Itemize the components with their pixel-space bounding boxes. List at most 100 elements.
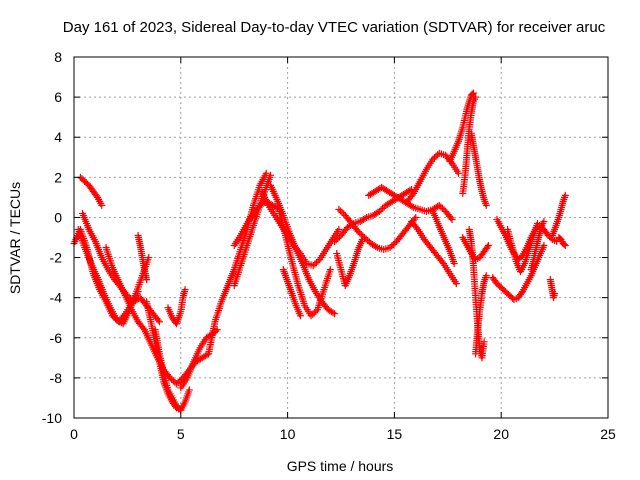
data-point <box>296 312 304 320</box>
data-point <box>472 93 480 101</box>
y-tick-label: 4 <box>54 129 62 145</box>
data-point <box>438 258 446 266</box>
data-point <box>408 191 416 199</box>
data-point <box>145 254 153 262</box>
data-marks <box>70 89 569 414</box>
plot-frame <box>73 56 609 419</box>
y-tick-label: -10 <box>42 410 62 426</box>
data-point <box>483 243 491 251</box>
data-point <box>331 238 339 246</box>
data-point <box>332 236 340 244</box>
data-point <box>413 224 421 232</box>
data-point <box>468 90 476 98</box>
data-point <box>143 276 151 284</box>
y-tick-label: 2 <box>54 169 62 185</box>
x-axis-label: GPS time / hours <box>287 458 394 474</box>
y-tick-label: -6 <box>50 330 63 346</box>
y-tick-label: -8 <box>50 370 63 386</box>
data-point <box>98 201 106 209</box>
data-point <box>334 235 342 243</box>
x-tick-label: 15 <box>387 426 403 442</box>
data-point <box>408 202 416 210</box>
data-point <box>267 171 275 179</box>
data-point <box>482 272 490 280</box>
data-point <box>372 243 380 251</box>
data-point <box>561 242 569 250</box>
data-point <box>326 266 334 274</box>
data-point <box>312 307 320 315</box>
data-point <box>540 217 548 225</box>
y-tick-label: 8 <box>54 49 62 65</box>
data-point <box>430 154 438 162</box>
data-point <box>388 242 396 250</box>
data-point <box>329 309 337 317</box>
data-point <box>434 151 442 159</box>
data-point <box>356 229 364 237</box>
data-point <box>551 290 559 298</box>
data-point <box>174 378 182 386</box>
data-point <box>169 377 177 385</box>
x-tick-label: 25 <box>600 426 616 442</box>
data-point <box>357 230 365 238</box>
data-point <box>358 236 366 244</box>
data-point <box>450 260 458 268</box>
data-point <box>139 324 147 332</box>
x-tick-label: 20 <box>493 426 509 442</box>
data-point <box>389 241 397 249</box>
data-point <box>185 386 193 394</box>
data-point <box>314 257 322 265</box>
data-point <box>309 262 317 270</box>
data-point <box>375 207 383 215</box>
data-point <box>364 237 372 245</box>
data-point <box>262 169 270 177</box>
y-tick-label: -4 <box>50 290 63 306</box>
data-point <box>354 227 362 235</box>
data-point <box>335 225 343 233</box>
data-point <box>338 208 346 216</box>
data-point <box>154 316 162 324</box>
data-point <box>168 375 176 383</box>
chart-title: Day 161 of 2023, Sidereal Day-to-day VTE… <box>63 19 606 36</box>
x-tick-label: 5 <box>177 426 185 442</box>
y-tick-label: -2 <box>50 250 63 266</box>
data-point <box>432 152 440 160</box>
data-point <box>176 377 184 385</box>
axis-ticks: 0 5 10 15 20 25 -10 -8 -6 -4 -2 0 2 4 6 8 <box>42 49 616 442</box>
data-point <box>452 280 460 288</box>
data-point <box>448 215 456 223</box>
data-point <box>213 326 221 334</box>
data-point <box>454 169 462 177</box>
x-tick-label: 10 <box>280 426 296 442</box>
data-point <box>560 241 568 249</box>
data-point <box>310 309 318 317</box>
data-point <box>307 312 315 320</box>
data-point <box>181 286 189 294</box>
x-tick-label: 0 <box>70 426 78 442</box>
data-point <box>469 89 477 97</box>
data-point <box>429 155 437 163</box>
data-point <box>561 191 569 199</box>
data-point <box>335 205 343 213</box>
data-point <box>386 244 394 252</box>
y-tick-label: 0 <box>54 209 62 225</box>
data-point <box>517 289 525 297</box>
y-axis-label: SDTVAR / TECUs <box>7 182 23 294</box>
data-point <box>447 214 455 222</box>
data-point <box>484 242 492 250</box>
data-point <box>92 192 100 200</box>
data-point <box>331 310 339 318</box>
y-tick-label: 6 <box>54 89 62 105</box>
data-point <box>482 201 490 209</box>
data-point <box>311 260 319 268</box>
data-point <box>312 259 320 267</box>
data-point <box>336 207 344 215</box>
data-point <box>438 204 446 212</box>
data-point <box>379 204 387 212</box>
data-point <box>480 338 488 346</box>
data-point <box>175 405 183 413</box>
data-point <box>437 203 445 211</box>
data-point <box>173 380 181 388</box>
data-point <box>412 213 420 221</box>
data-point <box>377 206 385 214</box>
